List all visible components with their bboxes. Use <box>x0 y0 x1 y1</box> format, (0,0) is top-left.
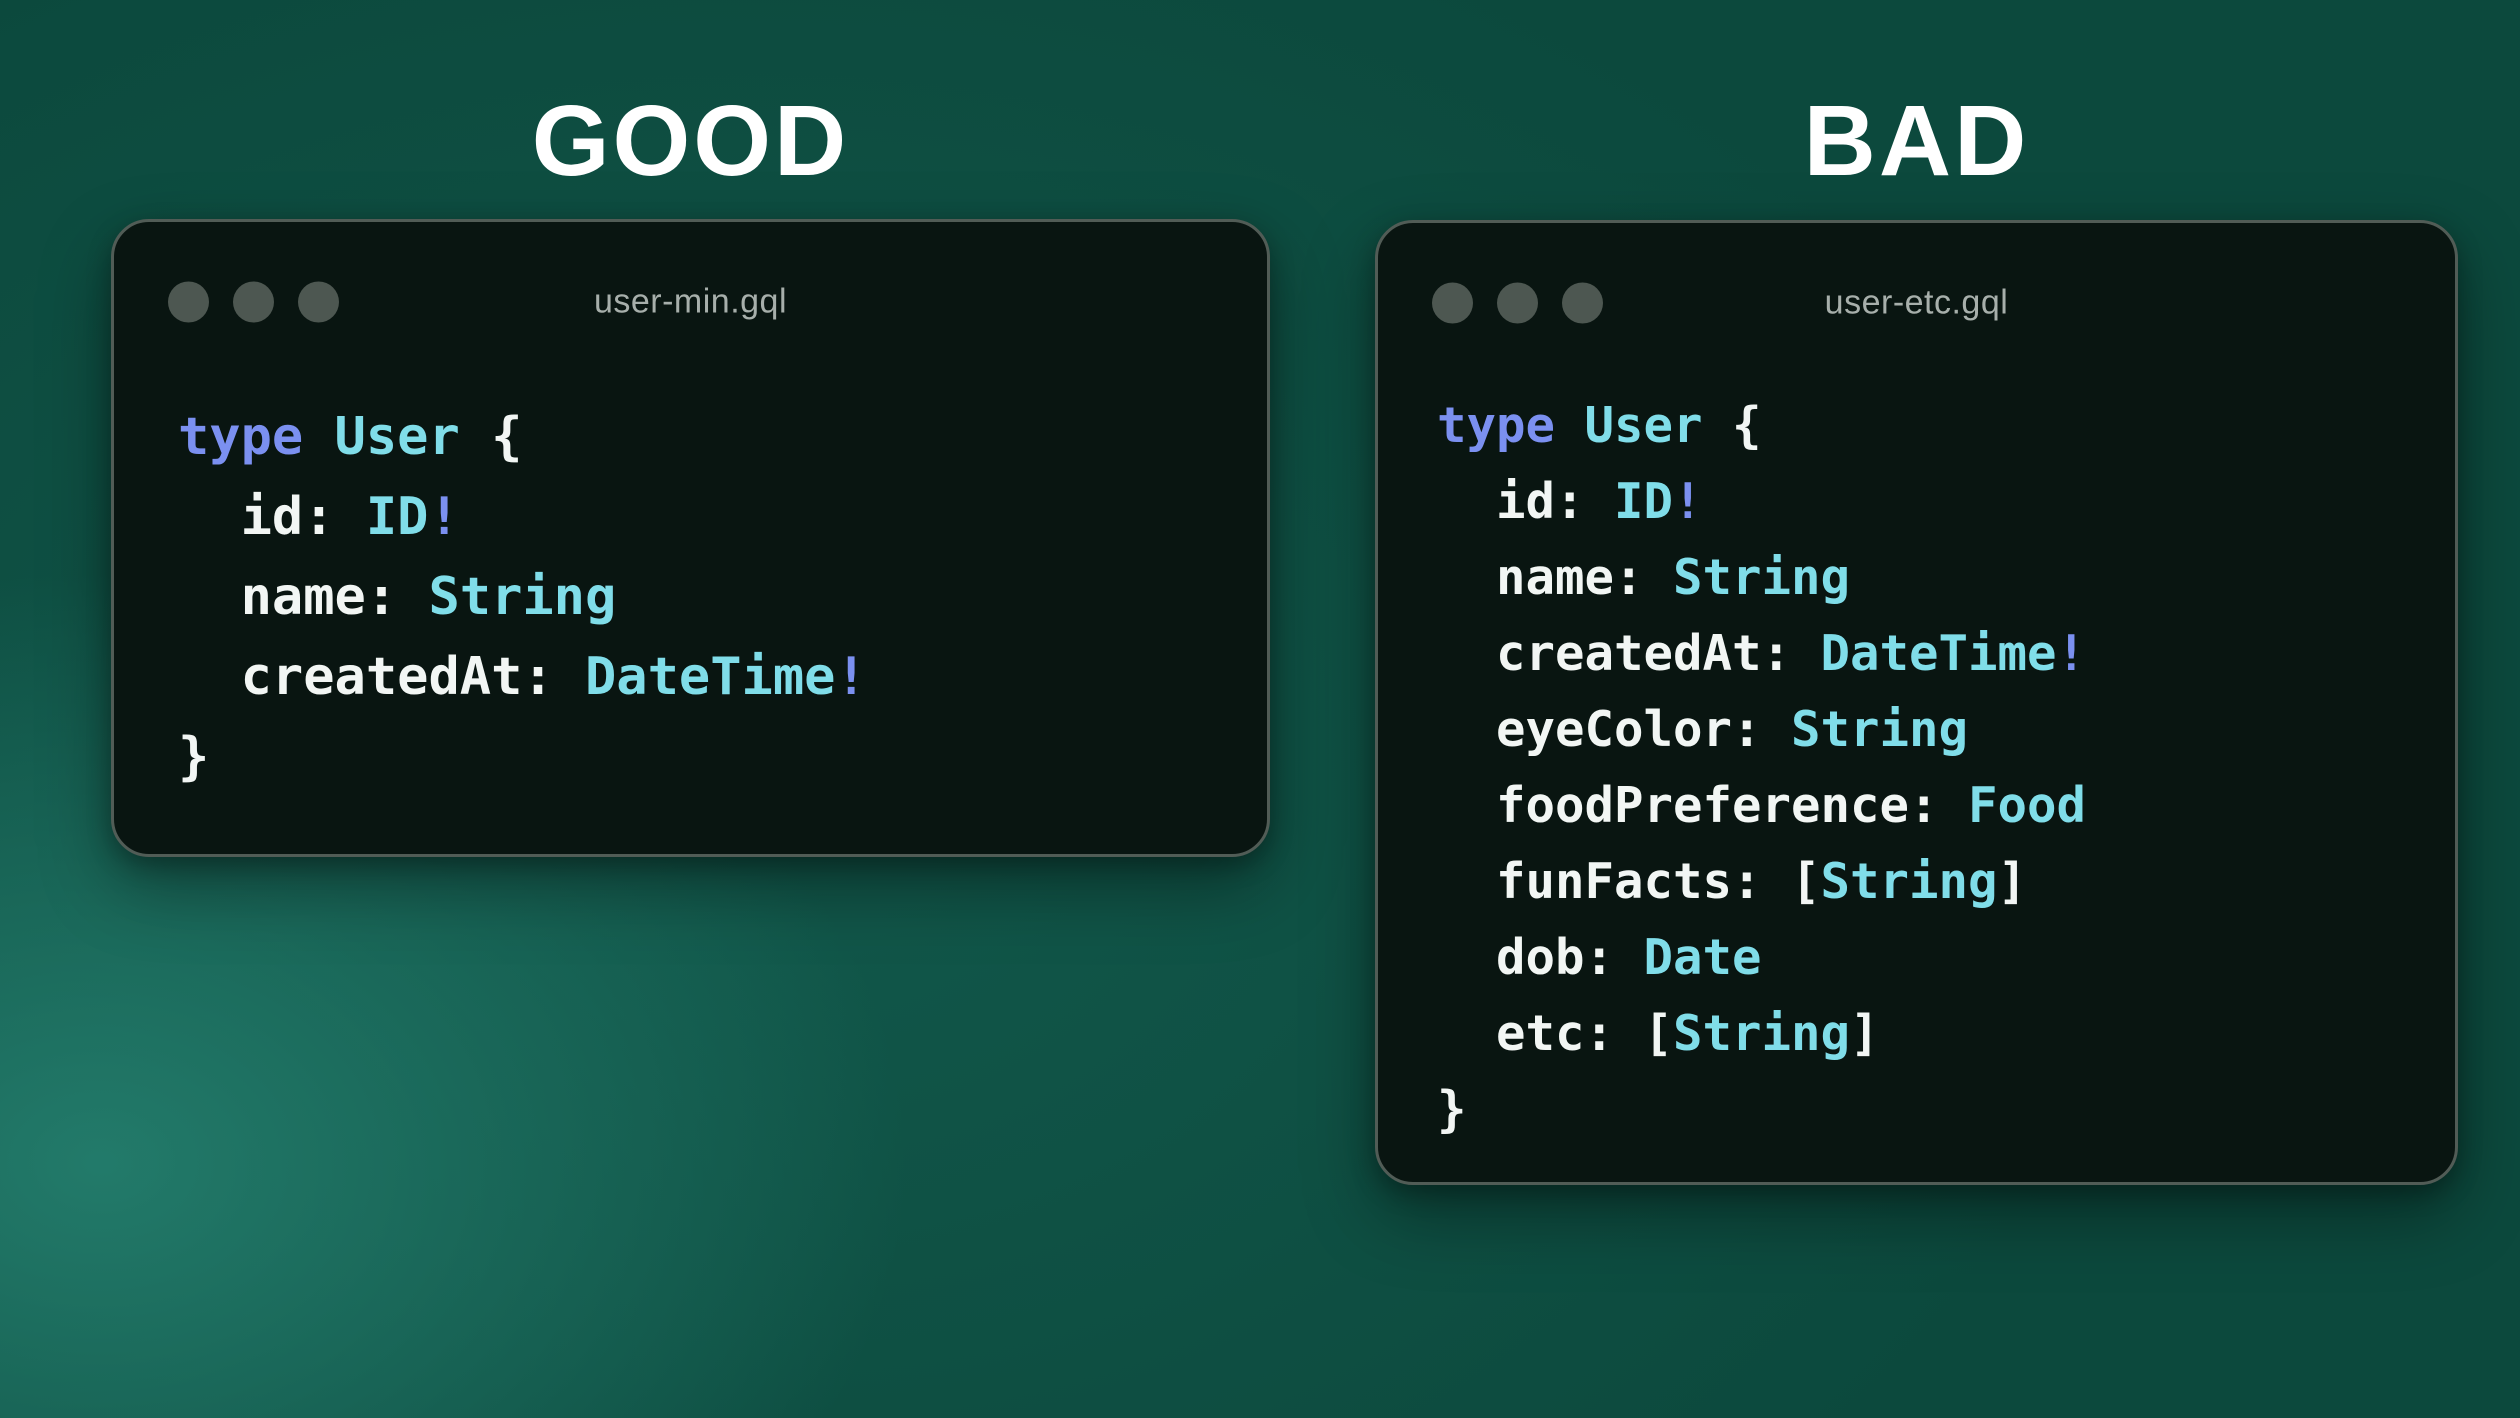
code-line: } <box>1437 1072 2455 1148</box>
code-token: etc: [ <box>1437 1005 1674 1062</box>
code-token: Food <box>1968 777 2087 834</box>
code-token: ID <box>365 487 429 547</box>
code-line: createdAt: DateTime! <box>1437 616 2455 692</box>
code-token: ] <box>1997 853 2028 910</box>
traffic-dot-icon <box>1497 282 1538 324</box>
window-filename: user-etc.gql <box>1824 283 2009 322</box>
code-token: } <box>178 727 210 787</box>
code-token: dob: <box>1437 929 1644 986</box>
code-line: funFacts: [String] <box>1437 844 2455 920</box>
code-line: foodPreference: Food <box>1437 768 2455 844</box>
code-token: createdAt: <box>1437 625 1821 682</box>
code-token: String <box>1820 853 1998 910</box>
code-token: type <box>178 407 304 467</box>
code-token: type <box>1437 397 1556 454</box>
good-heading: GOOD <box>531 85 850 197</box>
code-token <box>303 407 334 467</box>
code-line: dob: Date <box>1437 920 2455 996</box>
traffic-light-dots <box>168 281 339 323</box>
code-token: ! <box>428 487 460 547</box>
code-token: } <box>1437 1081 1467 1138</box>
code-token: name: <box>1437 549 1674 606</box>
code-line: etc: [String] <box>1437 996 2455 1072</box>
code-token <box>1555 397 1585 454</box>
code-token: createdAt: <box>178 647 585 707</box>
code-token: User <box>334 407 460 467</box>
code-line: type User { <box>178 397 1267 477</box>
code-line: } <box>178 717 1267 797</box>
code-token: foodPreference: <box>1437 777 1969 834</box>
code-line: name: String <box>178 557 1267 637</box>
code-token: name: <box>178 567 429 627</box>
window-filename: user-min.gql <box>593 282 788 321</box>
code-token: id: <box>1437 473 1615 530</box>
bad-heading: BAD <box>1803 85 2030 197</box>
code-token: ID <box>1614 473 1674 530</box>
titlebar: user-min.gql <box>114 222 1267 382</box>
traffic-dot-icon <box>1562 282 1603 324</box>
code-token: DateTime <box>1820 625 2057 682</box>
titlebar: user-etc.gql <box>1378 223 2455 383</box>
code-token: String <box>1673 1005 1851 1062</box>
traffic-light-dots <box>1432 282 1603 324</box>
code-window-bad: user-etc.gql type User { id: ID! name: S… <box>1375 220 2458 1185</box>
traffic-dot-icon <box>298 281 339 323</box>
code-token: String <box>428 567 617 627</box>
code-line: id: ID! <box>178 477 1267 557</box>
traffic-dot-icon <box>233 281 274 323</box>
code-token: funFacts: [ <box>1437 853 1821 910</box>
code-line: id: ID! <box>1437 464 2455 540</box>
traffic-dot-icon <box>1432 282 1473 324</box>
code-line: createdAt: DateTime! <box>178 637 1267 717</box>
code-token: DateTime <box>585 647 836 707</box>
code-token: ] <box>1850 1005 1880 1062</box>
code-window-good: user-min.gql type User { id: ID! name: S… <box>111 219 1270 857</box>
code-line: type User { <box>1437 388 2455 464</box>
code-token: ! <box>1673 473 1703 530</box>
code-token: id: <box>178 487 366 547</box>
code-block: type User { id: ID! name: String created… <box>1437 388 2455 1148</box>
code-token: User <box>1584 397 1703 454</box>
code-line: eyeColor: String <box>1437 692 2455 768</box>
code-token: ! <box>835 647 867 707</box>
code-block: type User { id: ID! name: String created… <box>178 397 1267 797</box>
code-token: eyeColor: <box>1437 701 1792 758</box>
code-line: name: String <box>1437 540 2455 616</box>
code-token: { <box>1702 397 1762 454</box>
code-token: String <box>1673 549 1851 606</box>
code-token: ! <box>2056 625 2087 682</box>
code-token: { <box>459 407 523 467</box>
traffic-dot-icon <box>168 281 209 323</box>
code-token: String <box>1791 701 1969 758</box>
code-token: Date <box>1643 929 1762 986</box>
